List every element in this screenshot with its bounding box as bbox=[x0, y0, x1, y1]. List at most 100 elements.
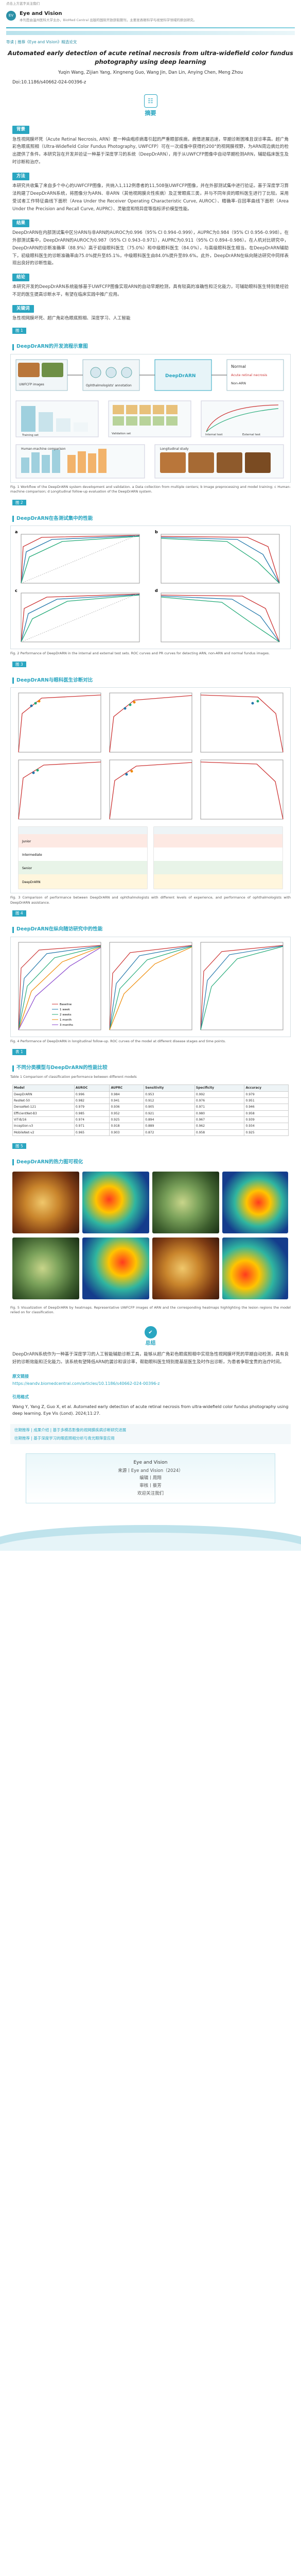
table-cell: 0.958 bbox=[244, 1110, 289, 1117]
fig1-label-8: Internal test bbox=[205, 433, 223, 436]
table-cell: 0.936 bbox=[109, 1104, 145, 1111]
table-cell: 0.984 bbox=[109, 1091, 145, 1098]
table-cell: 0.982 bbox=[74, 1097, 110, 1105]
table-cell: 0.958 bbox=[194, 1129, 245, 1136]
fig5-heading: DeepDrARN的热力图可视化 bbox=[12, 1159, 289, 1166]
journal-logo[interactable]: EV bbox=[6, 11, 16, 21]
keywords-text: 急性视网膜坏死、超广角彩色眼底照相、深度学习、人工智能 bbox=[12, 316, 131, 321]
heatmap-photo bbox=[82, 1237, 149, 1299]
table-cell: 0.941 bbox=[109, 1097, 145, 1105]
table-cell: 0.971 bbox=[74, 1123, 110, 1130]
article-doi[interactable]: Doi:10.1186/s40662-024-00396-z bbox=[12, 80, 86, 86]
fig4-legend-3: 1 month bbox=[60, 1019, 72, 1022]
table1-header-cell: Accuracy bbox=[244, 1084, 289, 1092]
fig4-title: DeepDrARN在纵向随访研究中的性能 bbox=[16, 926, 103, 933]
table-cell: 0.965 bbox=[74, 1129, 110, 1136]
table1-heading: 不同分类模型与DeepDrARN的性能比较 bbox=[12, 1064, 289, 1072]
prev-article-link[interactable]: 往期推荐 | 成果介绍 | 基于多模态影像的视网膜疾病诊断研究进展 bbox=[14, 1428, 127, 1433]
table-row: DenseNet-121 0.979 0.936 0.905 0.971 0.946 bbox=[12, 1104, 289, 1111]
table1-header-cell: Sensitivity bbox=[144, 1084, 195, 1092]
table1-figure[interactable]: Model AUROC AUPRC Sensitivity Specificity Acc… bbox=[10, 1082, 291, 1138]
summary-label: 总结 bbox=[145, 1341, 156, 1347]
journal-name[interactable]: Eye and Vision bbox=[20, 11, 62, 16]
table-cell: 0.872 bbox=[144, 1129, 195, 1136]
table-cell: 0.912 bbox=[144, 1097, 195, 1105]
table-cell: 0.925 bbox=[109, 1116, 145, 1124]
fig2-tag: 图 2 bbox=[12, 499, 26, 506]
footer-brand: Eye and Vision bbox=[133, 1460, 168, 1465]
table1-header-cell: AUROC bbox=[74, 1084, 110, 1092]
table1-title: 不同分类模型与DeepDrARN的性能比较 bbox=[16, 1065, 108, 1071]
article-title: Automated early detection of acute retin… bbox=[8, 49, 293, 65]
fig2-figure[interactable]: a b c d bbox=[10, 526, 291, 650]
fig1-tag: 图 1 bbox=[12, 328, 26, 334]
footer-editor: 编辑丨周翔 bbox=[139, 1476, 162, 1481]
table-cell: 0.996 bbox=[74, 1091, 110, 1098]
table-cell: 0.925 bbox=[244, 1129, 289, 1136]
fig2-heading: DeepDrARN在各测试集中的性能 bbox=[12, 515, 289, 523]
citation-text: Wang Y, Yang Z, Guo X, et al. Automated … bbox=[12, 1404, 289, 1416]
table-cell: 0.921 bbox=[144, 1110, 195, 1117]
prev-article-link[interactable]: 往期推荐 | 基于深度学习的眼底照相分析与青光眼筛查应用 bbox=[14, 1435, 115, 1440]
conclusion-label: 结论 bbox=[12, 274, 30, 282]
table-cell: 0.918 bbox=[109, 1123, 145, 1130]
article-link[interactable]: https://eandv.biomedcentral.com/articles… bbox=[12, 1381, 160, 1386]
svg-text:d: d bbox=[155, 588, 158, 593]
fig5-figure[interactable] bbox=[10, 1169, 291, 1303]
table-cell: 0.889 bbox=[144, 1123, 195, 1130]
fig3-figure[interactable]: Junior Intermediate Senior DeepDrARN bbox=[10, 687, 291, 894]
fig3-roc-grid bbox=[18, 692, 284, 820]
table-row: ViT-B/16 0.974 0.925 0.894 0.967 0.939 bbox=[12, 1116, 289, 1124]
table-cell: ViT-B/16 bbox=[12, 1116, 75, 1124]
table1-header-row: Model AUROC AUPRC Sensitivity Specificity Acc… bbox=[12, 1084, 289, 1092]
fig1-diagram: UWFCFP images Ophthalmologists' annotati… bbox=[15, 359, 284, 479]
abstract-heading: ☷ 摘要 bbox=[133, 94, 169, 117]
svg-text:b: b bbox=[155, 530, 158, 534]
table-cell: EfficientNet-B3 bbox=[12, 1110, 75, 1117]
fig4-tag: 图 4 bbox=[12, 910, 26, 917]
table-cell: 0.976 bbox=[194, 1097, 245, 1105]
table-cell: 0.939 bbox=[244, 1116, 289, 1124]
keywords-label: 关键词 bbox=[12, 305, 34, 313]
table-cell: MobileNet-v2 bbox=[12, 1129, 75, 1136]
fig4-legend: Baseline 1 week 2 weeks 1 month 3 months bbox=[52, 1003, 73, 1027]
summary-heading: ✔ 总结 bbox=[0, 1326, 301, 1348]
table-cell: 0.905 bbox=[144, 1104, 195, 1111]
heatmap-photo bbox=[82, 1171, 149, 1233]
fig4-plot-middle bbox=[109, 942, 192, 1030]
fig4-figure[interactable]: Baseline 1 week 2 weeks 1 month 3 months bbox=[10, 936, 291, 1037]
table1-header-cell: Specificity bbox=[194, 1084, 245, 1092]
fig1-label-4: Acute retinal necrosis bbox=[231, 373, 268, 377]
fig4-legend-2: 2 weeks bbox=[60, 1013, 72, 1016]
table1-header-cell: Model bbox=[12, 1084, 75, 1092]
table-cell: 0.979 bbox=[74, 1104, 110, 1111]
fig2-panel-a: a bbox=[15, 530, 140, 584]
fig1-label-0: UWFCFP images bbox=[19, 383, 44, 386]
table-cell: 0.979 bbox=[244, 1091, 289, 1098]
fundus-photo bbox=[152, 1171, 219, 1233]
svg-text:a: a bbox=[15, 530, 17, 534]
abstract-label: 摘要 bbox=[145, 110, 156, 117]
table-row: MobileNet-v2 0.965 0.903 0.872 0.958 0.925 bbox=[12, 1129, 289, 1136]
fig1-label-2: DeepDrARN bbox=[165, 374, 196, 379]
fig5-title: DeepDrARN的热力图可视化 bbox=[16, 1159, 83, 1165]
fig5-caption: Fig. 5 Visualization of DeepDrARN by hea… bbox=[10, 1305, 291, 1314]
table-cell: 0.894 bbox=[144, 1116, 195, 1124]
table-cell: DeepDrARN bbox=[12, 1091, 75, 1098]
fig4-legend-1: 1 week bbox=[60, 1008, 70, 1011]
footer-reviewer: 审核丨蔡芳 bbox=[139, 1483, 162, 1489]
summary-text: DeepDrARN系统作为一种基于深度学习的人工智能辅助诊断工具，能够从超广角彩… bbox=[12, 1351, 289, 1365]
fig4-plot-left bbox=[18, 942, 101, 1030]
fig1-figure[interactable]: UWFCFP images Ophthalmologists' annotati… bbox=[10, 353, 291, 483]
bottom-wave bbox=[0, 1510, 301, 1551]
table-cell: 0.951 bbox=[244, 1097, 289, 1105]
intro-text: 导读 | 推荐《Eye and Vision》精选论文 bbox=[6, 39, 77, 44]
table-cell: 0.980 bbox=[194, 1110, 245, 1117]
fundus-photo bbox=[12, 1237, 79, 1299]
background-text: 急性视网膜坏死（Acute Retinal Necrosis, ARN）是一种由… bbox=[12, 137, 289, 165]
table-cell: 0.992 bbox=[194, 1091, 245, 1098]
methods-label: 方法 bbox=[12, 173, 30, 181]
table-cell: 0.953 bbox=[144, 1091, 195, 1098]
table1-caption: Table 1 Comparison of classification per… bbox=[10, 1075, 137, 1079]
footer: Eye and Vision 来源丨Eye and Vision（2024） 编… bbox=[26, 1453, 275, 1504]
